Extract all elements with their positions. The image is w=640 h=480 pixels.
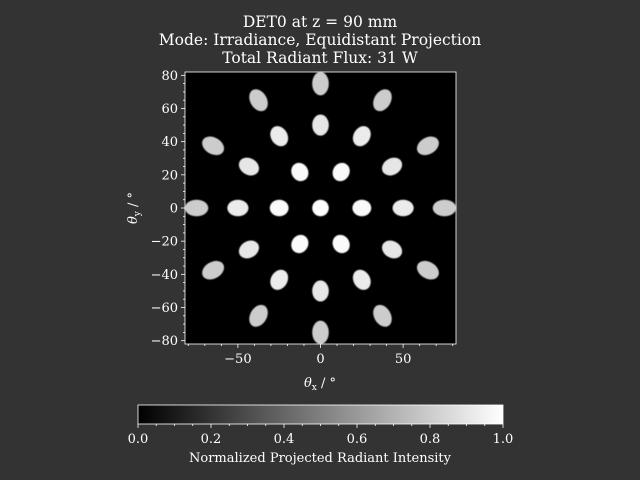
y-axis-label: θy / ° (126, 192, 143, 224)
y-axis-ticks: −80 −60 −40 −20 0 20 40 60 80 (151, 69, 185, 349)
irradiance-spot (312, 320, 329, 345)
y-tick-label: 80 (161, 69, 178, 84)
irradiance-spot (249, 304, 268, 327)
colorbar-tick-label: 0.2 (201, 432, 222, 447)
y-axis-label-unit: / ° (126, 192, 141, 211)
irradiance-spot (312, 114, 329, 136)
y-tick-label: 60 (161, 102, 178, 117)
irradiance-spot (416, 260, 439, 280)
irradiance-spot (249, 89, 268, 112)
colorbar-ticks: 0.0 0.2 0.4 0.6 0.8 1.0 (128, 424, 514, 447)
irradiance-spot (373, 89, 392, 112)
y-tick-label: −60 (151, 301, 178, 316)
irradiance-spot (202, 260, 225, 280)
irradiance-spot (184, 199, 209, 217)
y-tick-label: 0 (170, 202, 178, 217)
irradiance-spot (238, 157, 260, 176)
irradiance-spot (270, 269, 289, 290)
y-tick-label: −20 (151, 235, 178, 250)
x-axis-label: θx / ° (304, 376, 336, 393)
x-axis-label-subscript: x (312, 383, 317, 393)
irradiance-spot (269, 199, 289, 217)
irradiance-spot (291, 234, 309, 254)
colorbar-tick-label: 0.4 (274, 432, 295, 447)
colorbar-tick-label: 0.6 (347, 432, 368, 447)
colorbar-tick-label: 0.0 (128, 432, 149, 447)
x-axis-ticks: −50 0 50 (187, 344, 454, 367)
irradiance-spot (291, 162, 309, 182)
irradiance-spot (332, 234, 350, 254)
irradiance-spot (202, 136, 225, 156)
colorbar-label: Normalized Projected Radiant Intensity (189, 451, 452, 466)
y-tick-label: 40 (161, 135, 178, 150)
y-tick-label: 20 (161, 168, 178, 183)
irradiance-spot (373, 304, 392, 327)
irradiance-spot (416, 136, 439, 156)
chart-title-line-2: Mode: Irradiance, Equidistant Projection (159, 31, 481, 49)
irradiance-spot (381, 157, 403, 176)
irradiance-spot (312, 199, 329, 217)
chart-title-line-3: Total Radiant Flux: 31 W (222, 49, 418, 67)
colorbar (137, 404, 504, 425)
irradiance-spot (432, 199, 457, 217)
irradiance-spot (381, 240, 403, 259)
y-tick-label: −40 (151, 268, 178, 283)
x-axis-label-symbol: θ (304, 376, 312, 391)
irradiance-spot (352, 269, 371, 290)
x-tick-label: −50 (224, 352, 251, 367)
irradiance-spot (270, 126, 289, 147)
x-tick-label: 50 (395, 352, 412, 367)
irradiance-spot (312, 280, 329, 302)
irradiance-spot (312, 71, 329, 96)
irradiance-spot (238, 240, 260, 259)
y-axis-label-subscript: y (133, 210, 143, 217)
x-axis-label-unit: / ° (317, 376, 336, 391)
chart-title-line-1: DET0 at z = 90 mm (243, 13, 398, 31)
spots-layer (184, 71, 457, 345)
x-tick-label: 0 (316, 352, 324, 367)
irradiance-spot (332, 162, 350, 182)
irradiance-spot (352, 126, 371, 147)
y-tick-label: −80 (151, 334, 178, 349)
colorbar-tick-label: 0.8 (420, 432, 441, 447)
irradiance-spot (392, 199, 414, 217)
irradiance-spot (227, 199, 249, 217)
colorbar-tick-label: 1.0 (493, 432, 514, 447)
y-axis-label-symbol: θ (126, 216, 141, 224)
irradiance-spot (352, 199, 372, 217)
